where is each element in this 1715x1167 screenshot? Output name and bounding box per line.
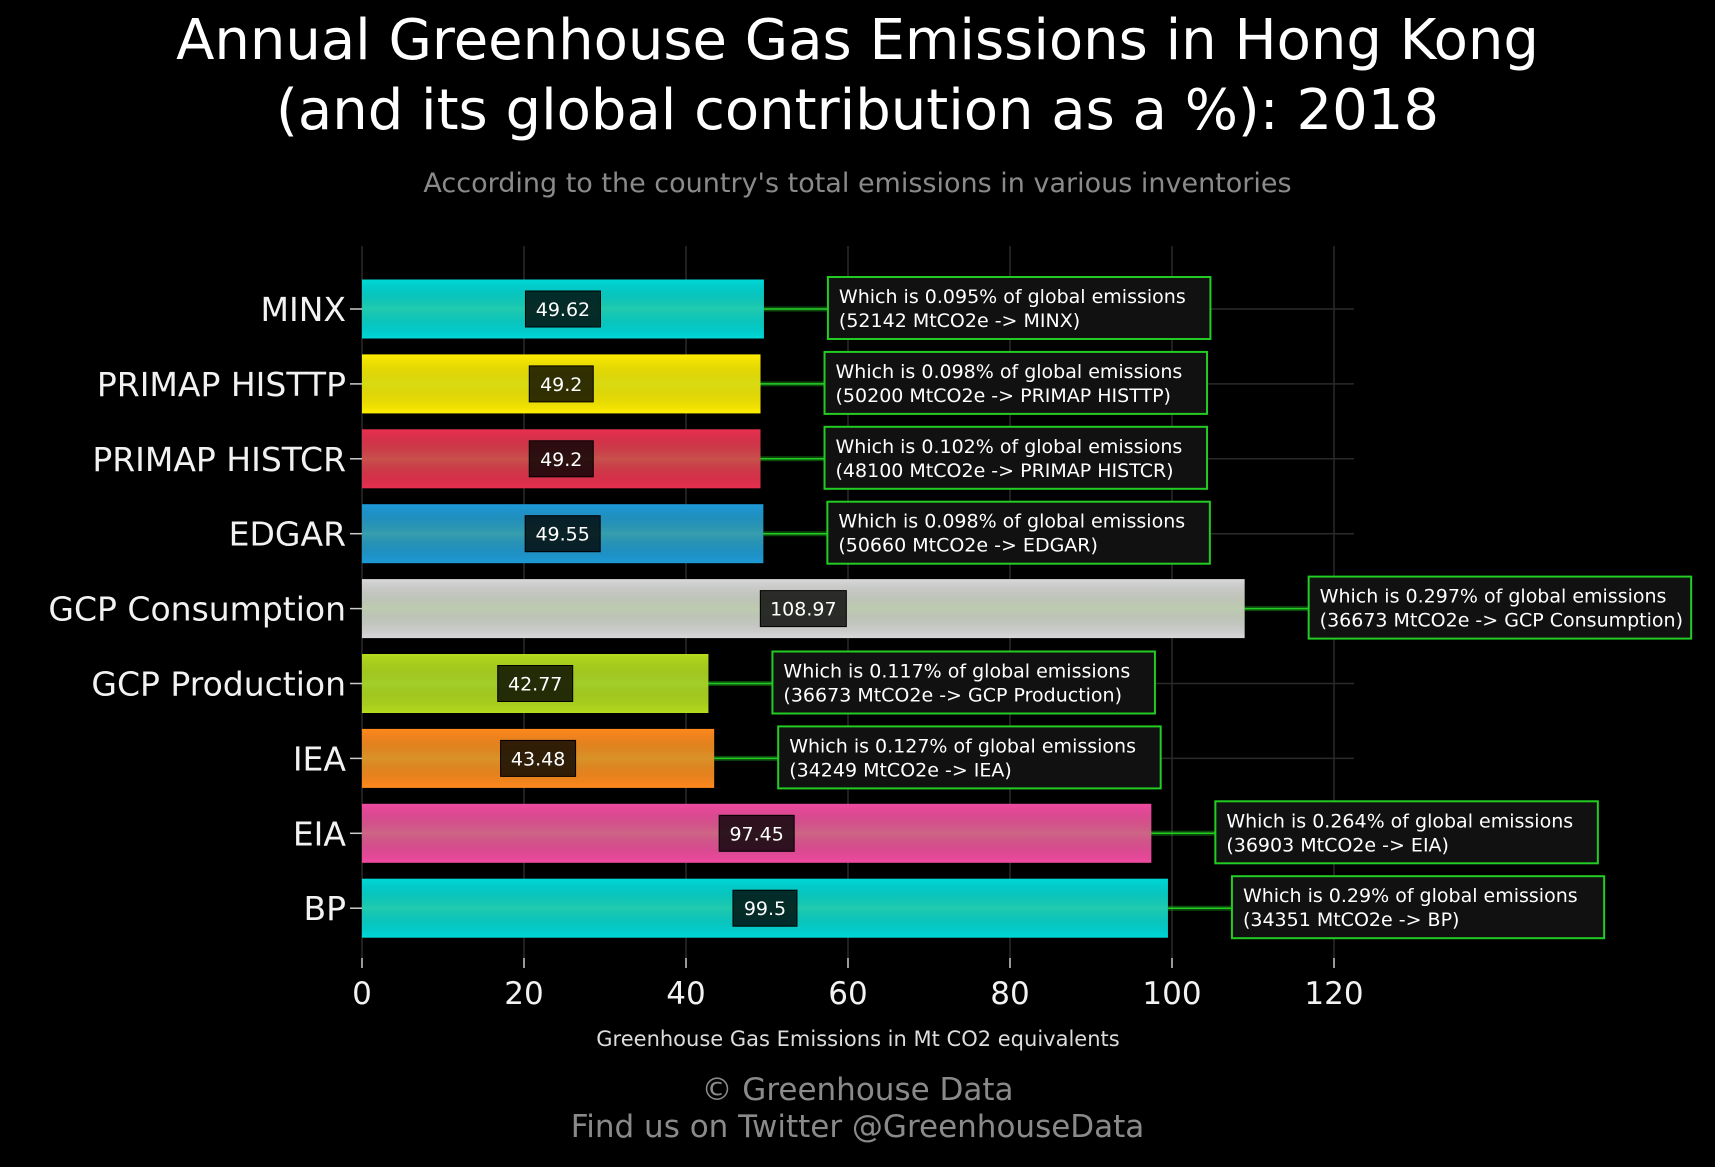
value-label-box	[528, 440, 594, 478]
y-tick-label: EIA	[293, 814, 347, 853]
annotation-line-1: Which is 0.297% of global emissions	[1320, 586, 1667, 608]
y-tick-label: PRIMAP HISTCR	[92, 440, 346, 479]
value-label: 43.48	[511, 748, 565, 770]
bars: 49.62 Which is 0.095% of global emissions…	[362, 276, 1693, 940]
annotation-line-2: (36673 MtCO2e -> GCP Consumption)	[1320, 610, 1683, 632]
footer: © Greenhouse Data Find us on Twitter @Gr…	[0, 1072, 1715, 1146]
annotation-box	[1214, 800, 1599, 865]
annotation-line-2: (50660 MtCO2e -> EDGAR)	[838, 535, 1098, 557]
value-label-box	[759, 590, 847, 628]
value-label-box	[524, 515, 601, 553]
annotation-line-2: (48100 MtCO2e -> PRIMAP HISTCR)	[836, 460, 1174, 482]
axes: MINX PRIMAP HISTTP PRIMAP HISTCR EDGAR GCP C…	[48, 290, 1363, 1012]
y-tick-label: PRIMAP HISTTP	[97, 365, 346, 404]
y-tick-label: MINX	[261, 290, 347, 329]
value-label: 49.2	[540, 449, 582, 471]
value-label-box	[524, 290, 601, 328]
y-tick-label: GCP Consumption	[48, 590, 346, 629]
value-label: 42.77	[508, 674, 562, 696]
value-label-box	[497, 665, 574, 702]
annotation-box	[823, 350, 1209, 415]
annotation-line-2: (34249 MtCO2e -> IEA)	[789, 759, 1012, 781]
value-label: 108.97	[770, 599, 836, 621]
annotation-line-1: Which is 0.102% of global emissions	[836, 436, 1183, 458]
annotation-line-1: Which is 0.098% of global emissions	[838, 511, 1185, 533]
annotation-line-2: (34351 MtCO2e -> BP)	[1243, 909, 1460, 931]
annotation-box	[826, 276, 1212, 340]
annotation-box	[1307, 575, 1693, 640]
annotation-line-1: Which is 0.127% of global emissions	[789, 735, 1136, 757]
x-tick-label: 120	[1304, 976, 1363, 1012]
annotation-box	[771, 650, 1156, 715]
copyright-text: © Greenhouse Data	[701, 1072, 1014, 1108]
annotation-box	[1230, 875, 1606, 940]
chart-subtitle: According to the country's total emissio…	[423, 168, 1292, 199]
y-tick-label: GCP Production	[91, 665, 346, 704]
chart-title-line-1: Annual Greenhouse Gas Emissions in Hong …	[176, 8, 1539, 73]
value-label-box	[528, 365, 594, 403]
y-tick-label: BP	[303, 889, 346, 928]
x-tick-label: 60	[828, 976, 867, 1012]
chart-title: Annual Greenhouse Gas Emissions in Hong …	[0, 6, 1715, 146]
annotation-box	[823, 425, 1209, 490]
x-tick-label: 20	[504, 976, 543, 1012]
chart-title-line-2: (and its global contribution as a %): 20…	[276, 78, 1439, 143]
annotation-box	[777, 725, 1162, 790]
twitter-handle-text: Find us on Twitter @GreenhouseData	[570, 1109, 1145, 1145]
annotation-box	[826, 500, 1211, 565]
value-label: 99.5	[744, 898, 786, 920]
annotation-line-1: Which is 0.095% of global emissions	[839, 286, 1186, 308]
y-tick-label: EDGAR	[229, 515, 346, 554]
annotation-line-1: Which is 0.098% of global emissions	[836, 361, 1183, 383]
annotation-line-2: (36903 MtCO2e -> EIA)	[1226, 834, 1449, 856]
annotation-line-1: Which is 0.29% of global emissions	[1243, 885, 1578, 907]
annotation-line-2: (52142 MtCO2e -> MINX)	[839, 310, 1080, 332]
value-label-box	[732, 889, 798, 927]
x-tick-label: 80	[990, 976, 1029, 1012]
x-tick-label: 40	[666, 976, 705, 1012]
value-label-box	[718, 814, 795, 852]
annotation-line-2: (36673 MtCO2e -> GCP Production)	[783, 685, 1122, 707]
x-tick-label: 0	[352, 976, 372, 1012]
y-tick-label: IEA	[293, 739, 347, 778]
value-label: 49.62	[536, 299, 590, 321]
annotation-line-1: Which is 0.264% of global emissions	[1226, 810, 1573, 832]
x-axis-label: Greenhouse Gas Emissions in Mt CO2 equiv…	[596, 1027, 1119, 1051]
value-label: 97.45	[729, 823, 783, 845]
annotation-line-2: (50200 MtCO2e -> PRIMAP HISTTP)	[836, 385, 1171, 407]
value-label-box	[500, 739, 577, 777]
x-tick-label: 100	[1142, 976, 1201, 1012]
annotation-line-1: Which is 0.117% of global emissions	[783, 661, 1130, 683]
value-label: 49.2	[540, 374, 582, 396]
value-label: 49.55	[535, 524, 589, 546]
